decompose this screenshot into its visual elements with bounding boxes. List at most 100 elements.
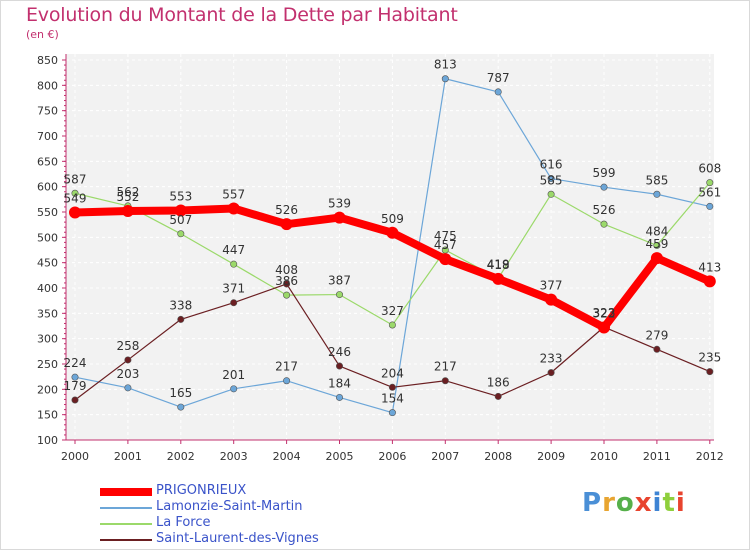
legend-swatch-la-force [100,523,152,525]
data-label-la-force: 526 [593,203,616,217]
data-label-saint-laurent-des-vignes: 323 [593,306,616,320]
data-label-saint-laurent-des-vignes: 371 [222,282,245,296]
data-point-la-force [706,179,714,187]
x-tick-label: 2000 [61,450,89,463]
data-label-saint-laurent-des-vignes: 233 [540,352,563,366]
data-label-saint-laurent-des-vignes: 217 [434,360,457,374]
legend-label-prigonrieux: PRIGONRIEUX [156,483,247,498]
brand-letter: o [615,488,635,518]
data-point-lamonzie-saint-martin [230,385,238,393]
data-point-saint-laurent-des-vignes [71,396,79,404]
data-point-prigonrieux [439,253,452,266]
data-label-la-force: 447 [222,243,245,257]
data-label-prigonrieux: 553 [169,189,192,203]
x-tick-label: 2012 [696,450,724,463]
y-tick-label: 550 [37,206,58,219]
y-tick-label: 200 [37,383,58,396]
data-point-la-force [600,220,608,228]
legend-label-la-force: La Force [156,515,211,530]
data-point-lamonzie-saint-martin [388,409,396,417]
data-point-prigonrieux [280,218,293,231]
data-label-saint-laurent-des-vignes: 246 [328,345,351,359]
data-label-prigonrieux: 377 [540,279,563,293]
legend-swatch-prigonrieux [100,488,152,496]
data-label-la-force: 585 [540,173,563,187]
data-label-la-force: 587 [64,172,87,186]
data-label-prigonrieux: 526 [275,203,298,217]
y-tick-label: 500 [37,231,58,244]
data-point-la-force [71,189,79,197]
data-label-la-force: 387 [328,274,351,288]
data-point-saint-laurent-des-vignes [124,356,132,364]
brand-letter: t [662,488,676,518]
chart-title: Evolution du Montant de la Dette par Hab… [26,4,458,26]
data-point-lamonzie-saint-martin [653,190,661,198]
data-point-la-force [230,260,238,268]
data-point-prigonrieux [492,272,505,285]
data-point-prigonrieux [650,252,663,265]
data-point-prigonrieux [227,202,240,215]
x-tick-label: 2001 [114,450,142,463]
data-point-la-force [653,241,661,249]
y-tick-label: 100 [37,434,58,447]
brand-letter: x [634,488,653,518]
y-tick-label: 300 [37,333,58,346]
data-label-lamonzie-saint-martin: 599 [593,166,616,180]
x-tick-label: 2008 [484,450,512,463]
y-tick-label: 800 [37,79,58,92]
data-point-prigonrieux [703,275,716,288]
data-point-prigonrieux [69,206,81,219]
data-point-lamonzie-saint-martin [706,202,714,210]
data-label-lamonzie-saint-martin: 201 [222,368,245,382]
data-label-lamonzie-saint-martin: 184 [328,376,351,390]
data-point-saint-laurent-des-vignes [283,280,291,288]
data-label-prigonrieux: 557 [222,187,245,201]
x-tick-label: 2007 [431,450,459,463]
data-label-saint-laurent-des-vignes: 279 [645,328,668,342]
data-point-saint-laurent-des-vignes [177,315,185,323]
data-point-lamonzie-saint-martin [600,183,608,191]
data-point-saint-laurent-des-vignes [653,345,661,353]
data-label-lamonzie-saint-martin: 203 [116,367,139,381]
data-point-lamonzie-saint-martin [547,175,555,183]
data-label-lamonzie-saint-martin: 224 [64,356,87,370]
data-label-prigonrieux: 457 [434,238,457,252]
data-label-lamonzie-saint-martin: 217 [275,360,298,374]
data-label-saint-laurent-des-vignes: 204 [381,366,404,380]
data-label-saint-laurent-des-vignes: 338 [169,298,192,312]
x-tick-label: 2002 [167,450,195,463]
data-point-saint-laurent-des-vignes [230,299,238,307]
data-label-prigonrieux: 539 [328,197,351,211]
data-point-la-force [547,190,555,198]
data-label-lamonzie-saint-martin: 616 [540,158,563,172]
x-tick-label: 2003 [220,450,248,463]
y-tick-label: 850 [37,54,58,67]
data-point-prigonrieux [386,226,399,239]
data-point-la-force [283,291,291,299]
y-tick-label: 750 [37,105,58,118]
brand-logo: Proxiti [582,488,686,518]
data-point-saint-laurent-des-vignes [441,377,449,385]
x-tick-label: 2010 [590,450,618,463]
data-label-prigonrieux: 418 [487,258,510,272]
brand-letter: P [582,488,603,518]
y-tick-label: 350 [37,307,58,320]
data-point-lamonzie-saint-martin [124,384,132,392]
data-label-lamonzie-saint-martin: 165 [169,386,192,400]
data-label-saint-laurent-des-vignes: 235 [698,351,721,365]
chart-subtitle: (en €) [26,28,59,41]
data-label-la-force: 475 [434,229,457,243]
data-point-saint-laurent-des-vignes [706,368,714,376]
legend-label-lamonzie-saint-martin: Lamonzie-Saint-Martin [156,499,303,514]
data-point-lamonzie-saint-martin [71,373,79,381]
data-label-la-force: 327 [381,304,404,318]
data-point-la-force [388,321,396,329]
data-point-lamonzie-saint-martin [283,377,291,385]
data-point-prigonrieux [598,321,610,334]
data-label-lamonzie-saint-martin: 585 [645,173,668,187]
data-point-lamonzie-saint-martin [441,75,449,83]
data-label-saint-laurent-des-vignes: 408 [275,263,298,277]
y-tick-label: 700 [37,130,58,143]
data-label-prigonrieux: 552 [116,190,139,204]
